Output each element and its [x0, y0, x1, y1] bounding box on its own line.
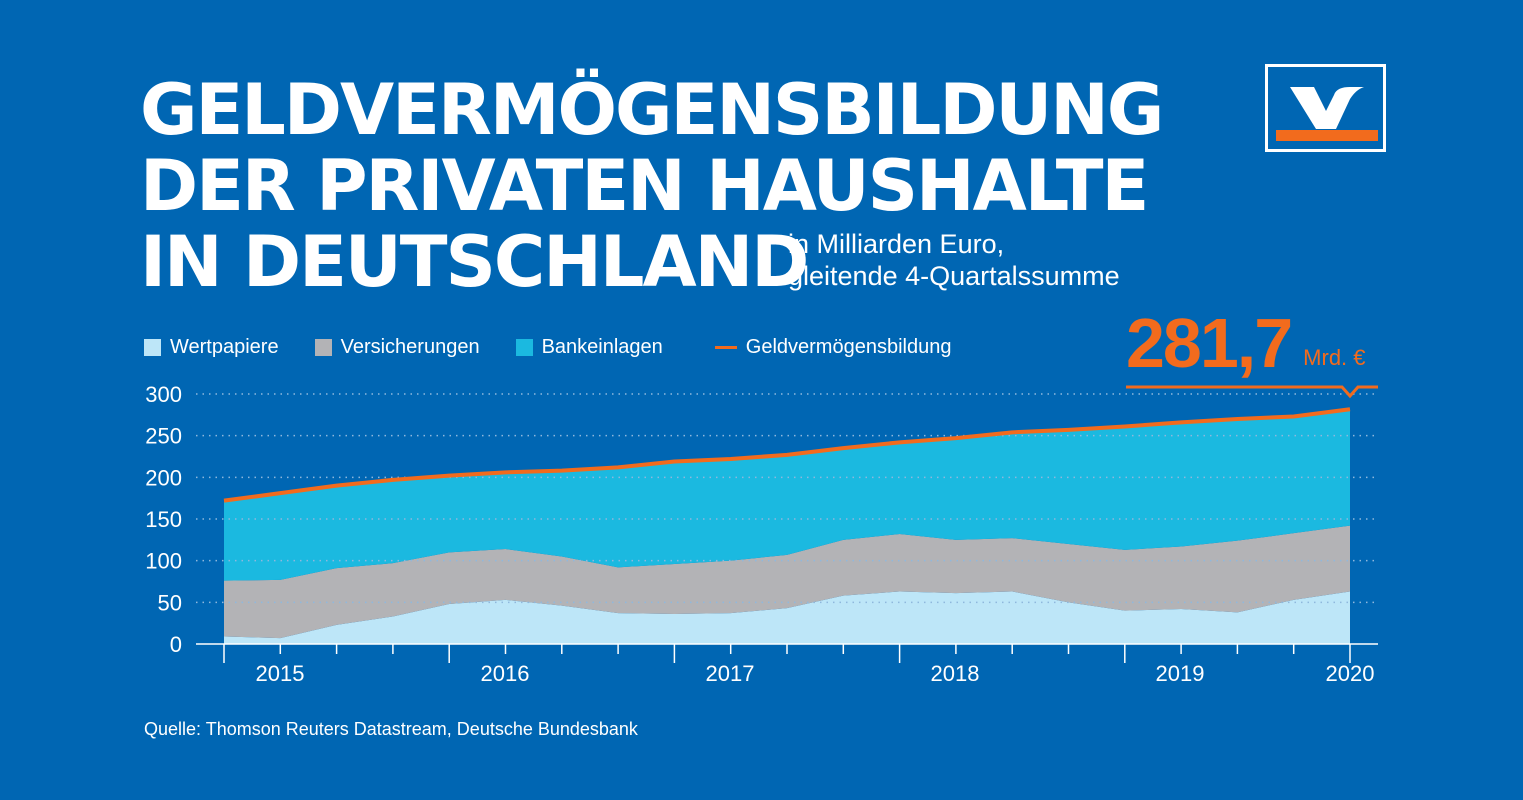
- area-versicherungen: [224, 525, 1350, 639]
- legend-label-bankeinlagen: Bankeinlagen: [541, 335, 663, 358]
- y-tick-label-0: 0: [170, 632, 182, 657]
- x-tick-label-2020: 2020: [1326, 661, 1375, 686]
- legend-swatch-wertpapiere: [144, 338, 161, 356]
- latest-value-callout: 281,7 Mrd. €: [1126, 305, 1366, 381]
- latest-value: 281,7: [1126, 304, 1293, 382]
- page-title: GELDVERMÖGENSBILDUNG DER PRIVATEN HAUSHA…: [140, 69, 1164, 303]
- volksbank-logo-icon: [1265, 64, 1386, 152]
- legend-label-wertpapiere: Wertpapiere: [170, 335, 279, 358]
- legend-swatch-versicherungen: [314, 338, 332, 356]
- source-note: Quelle: Thomson Reuters Datastream, Deut…: [144, 719, 638, 739]
- y-tick-label-100: 100: [145, 549, 182, 574]
- chart-legend: Wertpapiere Versicherungen Bankeinlagen …: [144, 334, 987, 360]
- x-tick-label-2019: 2019: [1156, 661, 1205, 686]
- line-geldvermoegensbildung: [223, 407, 1351, 503]
- legend-line-geldvermoegensbildung: [714, 345, 737, 349]
- y-tick-label-200: 200: [145, 465, 182, 490]
- subtitle-line-2: gleitende 4-Quartalssumme: [788, 261, 1120, 291]
- legend-item-versicherungen: Versicherungen: [314, 335, 480, 359]
- y-tick-label-300: 300: [145, 382, 182, 407]
- subtitle-line-1: in Milliarden Euro,: [788, 229, 1005, 259]
- legend-label-versicherungen: Versicherungen: [340, 335, 480, 358]
- legend-item-bankeinlagen: Bankeinlagen: [515, 335, 663, 359]
- y-tick-label-250: 250: [145, 424, 182, 449]
- title-line-2: DER PRIVATEN HAUSHALTE: [140, 145, 1149, 227]
- y-tick-label-50: 50: [158, 590, 182, 615]
- title-line-3: IN DEUTSCHLAND: [140, 221, 809, 303]
- x-tick-label-2016: 2016: [481, 661, 530, 686]
- latest-value-unit: Mrd. €: [1303, 345, 1366, 370]
- legend-label-geldvermoegensbildung: Geldvermögensbildung: [745, 335, 952, 358]
- logo-graphic: [1276, 87, 1378, 141]
- y-tick-label-150: 150: [145, 507, 182, 532]
- area-wertpapiere: [224, 591, 1350, 644]
- area-bankeinlagen: [224, 409, 1350, 581]
- title-line-1: GELDVERMÖGENSBILDUNG: [140, 69, 1164, 151]
- chart-subtitle: in Milliarden Euro, gleitende 4-Quartals…: [788, 228, 1120, 292]
- callout-pointer: [1126, 385, 1378, 399]
- x-tick-label-2015: 2015: [256, 661, 305, 686]
- legend-item-geldvermoegensbildung: Geldvermögensbildung: [714, 335, 952, 359]
- legend-item-wertpapiere: Wertpapiere: [144, 336, 279, 359]
- x-tick-label-2017: 2017: [706, 661, 755, 686]
- legend-swatch-bankeinlagen: [515, 338, 533, 356]
- x-tick-label-2018: 2018: [931, 661, 980, 686]
